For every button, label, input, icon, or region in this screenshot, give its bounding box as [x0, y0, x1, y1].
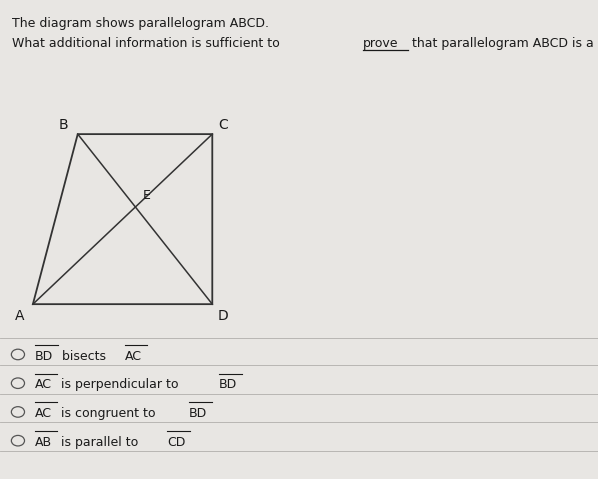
Text: AC: AC: [35, 407, 51, 420]
Text: AC: AC: [35, 378, 51, 391]
Text: C: C: [218, 117, 228, 132]
Text: A: A: [15, 309, 25, 323]
Text: BD: BD: [189, 407, 207, 420]
Text: AB: AB: [35, 436, 52, 449]
Text: What additional information is sufficient to: What additional information is sufficien…: [12, 37, 283, 50]
Text: BD: BD: [218, 378, 237, 391]
Text: is congruent to: is congruent to: [57, 407, 159, 420]
Text: prove: prove: [362, 37, 398, 50]
Text: D: D: [218, 309, 228, 323]
Text: The diagram shows parallelogram ABCD.: The diagram shows parallelogram ABCD.: [12, 17, 269, 30]
Text: BD: BD: [35, 350, 53, 363]
Text: CD: CD: [167, 436, 185, 449]
Text: AC: AC: [126, 350, 142, 363]
Text: E: E: [142, 189, 151, 202]
Text: B: B: [59, 117, 68, 132]
Text: is parallel to: is parallel to: [57, 436, 142, 449]
Text: is perpendicular to: is perpendicular to: [57, 378, 182, 391]
Text: that parallelogram ABCD is a: that parallelogram ABCD is a: [408, 37, 598, 50]
Text: bisects: bisects: [58, 350, 110, 363]
